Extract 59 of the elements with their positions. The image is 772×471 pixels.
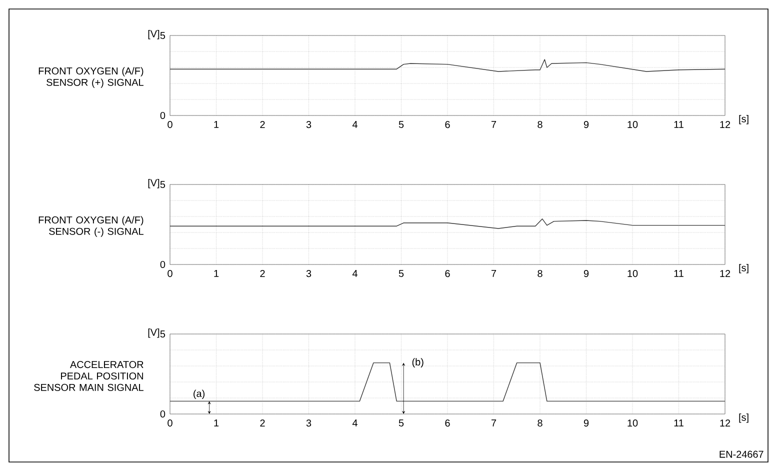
x-tick-label: 4: [352, 270, 358, 277]
x-tick-label: 7: [492, 121, 496, 128]
x-tick-label: 12: [720, 121, 730, 128]
x-tick-label: 2: [260, 121, 265, 128]
x-tick-label: 3: [306, 420, 312, 427]
x-tick-label: 11: [674, 121, 684, 128]
y-axis-title: ACCELERATOR PEDAL POSITION SENSOR MAIN SIGNAL: [34, 361, 144, 391]
x-axis-title: [s]: [739, 414, 748, 423]
x-axis-title: [s]: [739, 264, 748, 274]
x-tick-label: 8: [538, 121, 542, 128]
y-axis-title: FRONT OXYGEN (A/F) SENSOR (-) SIGNAL: [38, 216, 144, 237]
x-tick-label: 8: [538, 270, 542, 278]
x-tick-label: 2: [260, 420, 265, 426]
x-tick-label: 1: [214, 121, 219, 128]
x-tick-label: 6: [445, 270, 450, 278]
x-tick-label: 10: [628, 270, 638, 278]
x-tick-label: 3: [306, 270, 312, 278]
y-tick-label: 0: [160, 410, 166, 418]
x-tick-label: 1: [214, 270, 219, 277]
x-tick-label: 9: [584, 420, 589, 427]
x-tick-label: 11: [674, 420, 684, 426]
x-tick-label: 11: [674, 270, 684, 277]
x-tick-label: 3: [306, 121, 312, 128]
x-tick-label: 4: [352, 121, 358, 128]
line-series: [170, 218, 726, 229]
x-tick-label: 2: [260, 270, 265, 277]
text: [V]: [148, 328, 160, 338]
x-tick-label: 0: [168, 270, 172, 278]
y-tick-label: 0: [160, 112, 166, 120]
text: EN-24667: [720, 450, 764, 458]
x-tick-label: 1: [214, 420, 219, 426]
y-axis-title: FRONT OXYGEN (A/F) SENSOR (+) SIGNAL: [38, 67, 144, 88]
text: [V]: [148, 179, 160, 188]
annotation: (b): [412, 358, 424, 368]
x-tick-label: 7: [492, 270, 496, 277]
x-tick-label: 7: [492, 420, 496, 426]
text: [V]: [148, 30, 160, 40]
y-tick-label: 5: [160, 181, 166, 188]
x-axis-title: [s]: [739, 115, 748, 124]
x-tick-label: 8: [538, 420, 542, 427]
x-tick-label: 6: [445, 420, 450, 427]
x-tick-label: 12: [720, 420, 730, 426]
y-tick-label: 0: [160, 260, 166, 268]
x-tick-label: 5: [398, 121, 404, 128]
x-tick-label: 0: [168, 121, 172, 128]
x-tick-label: 9: [584, 270, 589, 278]
x-tick-label: 6: [445, 121, 450, 128]
annotation: (a): [194, 390, 204, 399]
line-series: [170, 59, 726, 72]
x-tick-label: 4: [352, 420, 358, 426]
y-tick-label: 5: [160, 32, 166, 39]
x-tick-label: 10: [628, 420, 638, 427]
x-tick-label: 5: [398, 270, 404, 277]
x-tick-label: 10: [628, 121, 638, 128]
x-tick-label: 12: [720, 270, 730, 277]
x-tick-label: 0: [168, 420, 172, 427]
x-tick-label: 5: [398, 420, 404, 426]
y-tick-label: 5: [160, 330, 166, 338]
x-tick-label: 9: [584, 121, 589, 128]
